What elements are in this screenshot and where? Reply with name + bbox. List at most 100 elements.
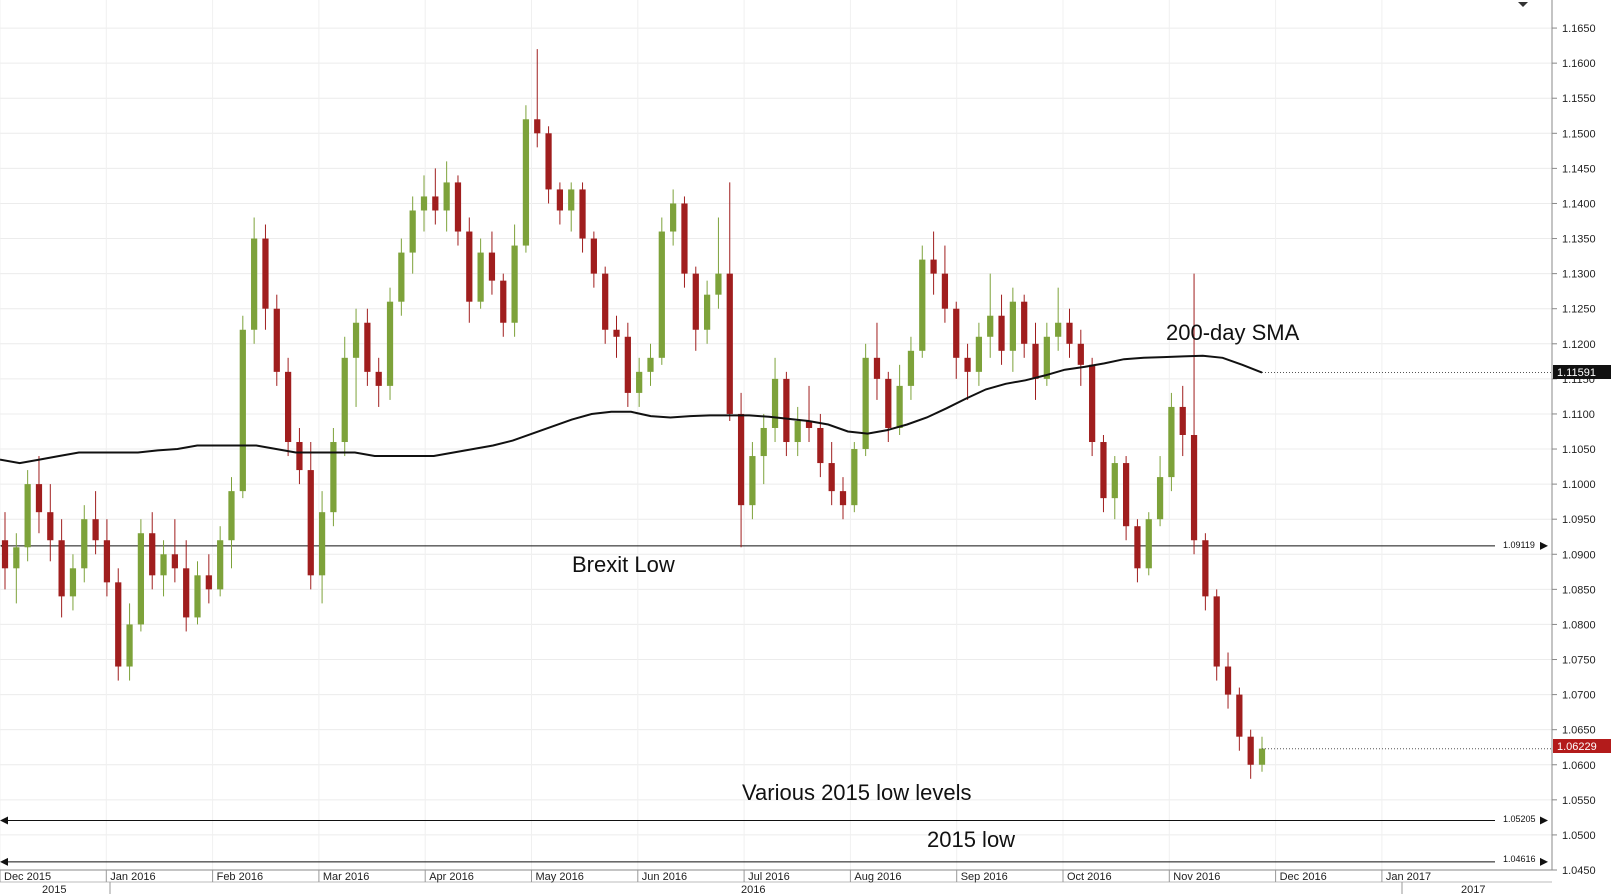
last-price-badge-box <box>1553 739 1611 753</box>
candle-body <box>1077 343 1084 365</box>
candle-body <box>998 315 1005 351</box>
candle-body <box>149 533 156 576</box>
candle-body <box>624 336 631 393</box>
candle-body <box>1055 322 1062 337</box>
candle-body <box>81 519 88 569</box>
candle-body <box>670 203 677 232</box>
price-tick-labels: 1.1650 1.1600 1.1550 1.1500 1.1450 1.1400 1.13… <box>1552 23 1596 877</box>
y-tick-label: 1.0600 <box>1562 760 1596 772</box>
y-tick-label: 1.0700 <box>1562 690 1596 702</box>
candle-body <box>1224 666 1232 695</box>
2015-low-level-label: 1.04616 <box>1503 854 1536 864</box>
sma-badge-text: 1.11591 <box>1557 367 1596 379</box>
candle-body <box>907 350 915 386</box>
y-tick-label: 1.1200 <box>1562 339 1596 351</box>
candle-body <box>636 371 643 393</box>
candle-body <box>1179 406 1186 435</box>
y-tick-label: 1.1650 <box>1562 23 1596 35</box>
candle-body <box>1122 463 1130 527</box>
candle-body <box>228 491 235 541</box>
candle-body <box>103 540 111 583</box>
x-tick-label: Mar 2016 <box>323 871 369 883</box>
candle-body <box>160 554 167 576</box>
candle-body <box>137 533 145 625</box>
y-tick-label: 1.0550 <box>1562 795 1596 807</box>
y-tick-label: 1.0650 <box>1562 725 1596 737</box>
candle-body <box>885 378 892 428</box>
candle-body <box>307 470 314 576</box>
candle-body <box>296 442 303 471</box>
level-left-arrow-icon <box>0 857 8 866</box>
y-tick-label: 1.1350 <box>1562 234 1596 246</box>
candle-body <box>1032 343 1039 379</box>
candle-body <box>398 252 405 302</box>
candle-body <box>1066 322 1073 344</box>
candle-body <box>409 210 416 253</box>
sma-value-badge: 1.11591 <box>1553 365 1611 379</box>
candle-body <box>783 378 790 443</box>
various-2015-lows-annotation: Various 2015 low levels <box>742 780 972 805</box>
candle-body <box>862 357 869 450</box>
candle-body <box>749 456 756 506</box>
y-tick-label: 1.1000 <box>1562 479 1596 491</box>
sma-badge-box <box>1553 365 1611 379</box>
candle-body <box>703 294 711 330</box>
candle-body <box>35 484 43 513</box>
candle-body <box>975 336 983 372</box>
brexit-low-annotation: Brexit Low <box>572 552 675 577</box>
level-right-arrow-icon <box>1540 816 1548 825</box>
candle-body <box>262 238 269 309</box>
candle-body <box>364 322 371 372</box>
candle-body <box>715 273 722 295</box>
candle-body <box>330 442 337 513</box>
candle-body <box>24 484 31 548</box>
candle-body <box>1043 336 1050 379</box>
candle-body <box>771 378 779 428</box>
candle-body <box>1134 526 1141 569</box>
candle-body <box>930 259 937 274</box>
y-tick-label: 1.1250 <box>1562 304 1596 316</box>
candle-body <box>352 322 360 358</box>
candle-body <box>488 252 496 281</box>
candle-body <box>239 329 246 492</box>
candle-body <box>284 371 292 443</box>
various-lows-level-label: 1.05205 <box>1503 814 1536 824</box>
candle-body <box>273 308 280 372</box>
candle-body <box>817 427 824 464</box>
candle-body <box>839 491 847 506</box>
candle-body <box>953 308 960 358</box>
candle-body <box>602 273 609 330</box>
candle-body <box>69 568 77 597</box>
candle-body <box>522 119 530 246</box>
candle-body <box>1168 406 1175 478</box>
month-tick-labels: Dec 2015 Jan 2016 Feb 2016 Mar 2016 Apr 2016… <box>0 870 1431 883</box>
candle-body <box>964 357 971 372</box>
candle-body <box>805 420 813 428</box>
x-tick-label: Dec 2016 <box>1280 871 1327 883</box>
y-tick-label: 1.1300 <box>1562 269 1596 281</box>
year-label: 2015 <box>42 884 66 894</box>
candle-body <box>737 413 745 506</box>
candle-body <box>58 540 65 597</box>
candles <box>1 49 1266 779</box>
level-right-arrow-icon <box>1540 857 1548 866</box>
candle-body <box>760 427 767 457</box>
candle-body <box>92 519 99 541</box>
x-tick-label: Dec 2015 <box>4 871 51 883</box>
time-axis[interactable]: Dec 2015 Jan 2016 Feb 2016 Mar 2016 Apr 2016… <box>0 869 1552 894</box>
candle-body <box>1111 463 1118 499</box>
chevron-down-icon[interactable] <box>1518 2 1528 7</box>
y-tick-label: 1.0500 <box>1562 830 1596 842</box>
candle-body <box>726 273 733 414</box>
price-axis[interactable]: 1.1650 1.1600 1.1550 1.1500 1.1450 1.1400 1.13… <box>1551 0 1596 877</box>
candle-body <box>443 182 450 211</box>
sma-annotation: 200-day SMA <box>1166 320 1300 345</box>
horizontal-levels <box>0 541 1548 866</box>
candle-body <box>692 273 699 330</box>
candle-body <box>466 231 473 302</box>
candle-body <box>1213 596 1220 667</box>
candle-body <box>1009 301 1016 351</box>
candle-body <box>47 512 54 541</box>
candle-body <box>794 420 801 443</box>
